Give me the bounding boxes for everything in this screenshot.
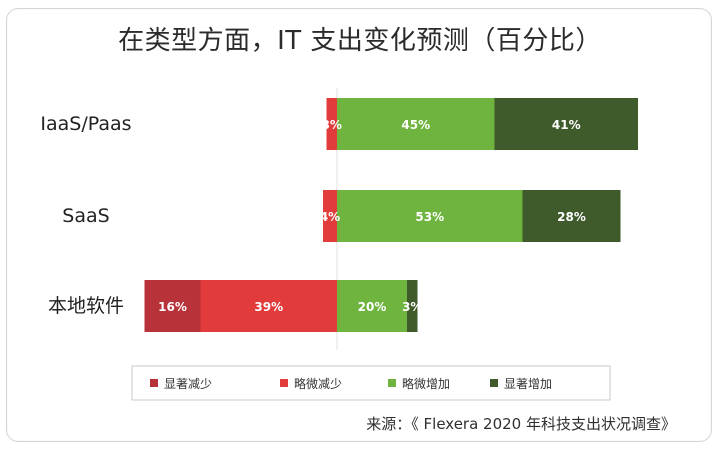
legend-box (131, 365, 611, 401)
data-label: 53% (415, 210, 444, 224)
data-label: 28% (557, 210, 586, 224)
bar-segment (326, 98, 337, 150)
bar-segment (323, 190, 337, 242)
source-note: 来源：《 Flexera 2020 年科技支出状况调查》 (366, 415, 676, 433)
bars-layer (144, 88, 638, 350)
legend-label: 显著减少 (164, 377, 212, 391)
legend-swatch (150, 379, 158, 387)
chart-title: 在类型方面，IT 支出变化预测（百分比） (118, 26, 602, 56)
bar-segment (337, 190, 523, 242)
legend-label: 显著增加 (504, 377, 552, 391)
data-label: 41% (552, 118, 581, 132)
legend-swatch (280, 379, 288, 387)
legend-label: 略微增加 (402, 376, 450, 391)
category-label: IaaS/Paas (40, 113, 131, 135)
data-label: 45% (401, 118, 430, 132)
data-label: 3% (322, 118, 342, 132)
bar-segment (200, 280, 337, 332)
bar-segment (522, 190, 621, 242)
data-label: 3% (402, 300, 422, 314)
labels-layer: 3% 45% 41% 4% 53% 28% 16% 39% 20% 3% (158, 118, 586, 314)
legend-swatch (388, 379, 396, 387)
bar-segment (494, 98, 638, 150)
bar-segment (144, 280, 201, 332)
data-label: 39% (254, 300, 283, 314)
category-labels: IaaS/Paas SaaS 本地软件 (40, 113, 131, 317)
legend-swatch (490, 379, 498, 387)
data-label: 4% (320, 210, 340, 224)
bar-segment (407, 280, 418, 332)
category-label: SaaS (62, 205, 109, 227)
legend-label: 略微减少 (294, 376, 342, 391)
data-label: 16% (158, 300, 187, 314)
bar-segment (337, 98, 495, 150)
bar-segment (337, 280, 407, 332)
legend: 显著减少 略微减少 略微增加 显著增加 (131, 365, 611, 401)
category-label: 本地软件 (48, 295, 124, 317)
data-label: 20% (358, 300, 387, 314)
